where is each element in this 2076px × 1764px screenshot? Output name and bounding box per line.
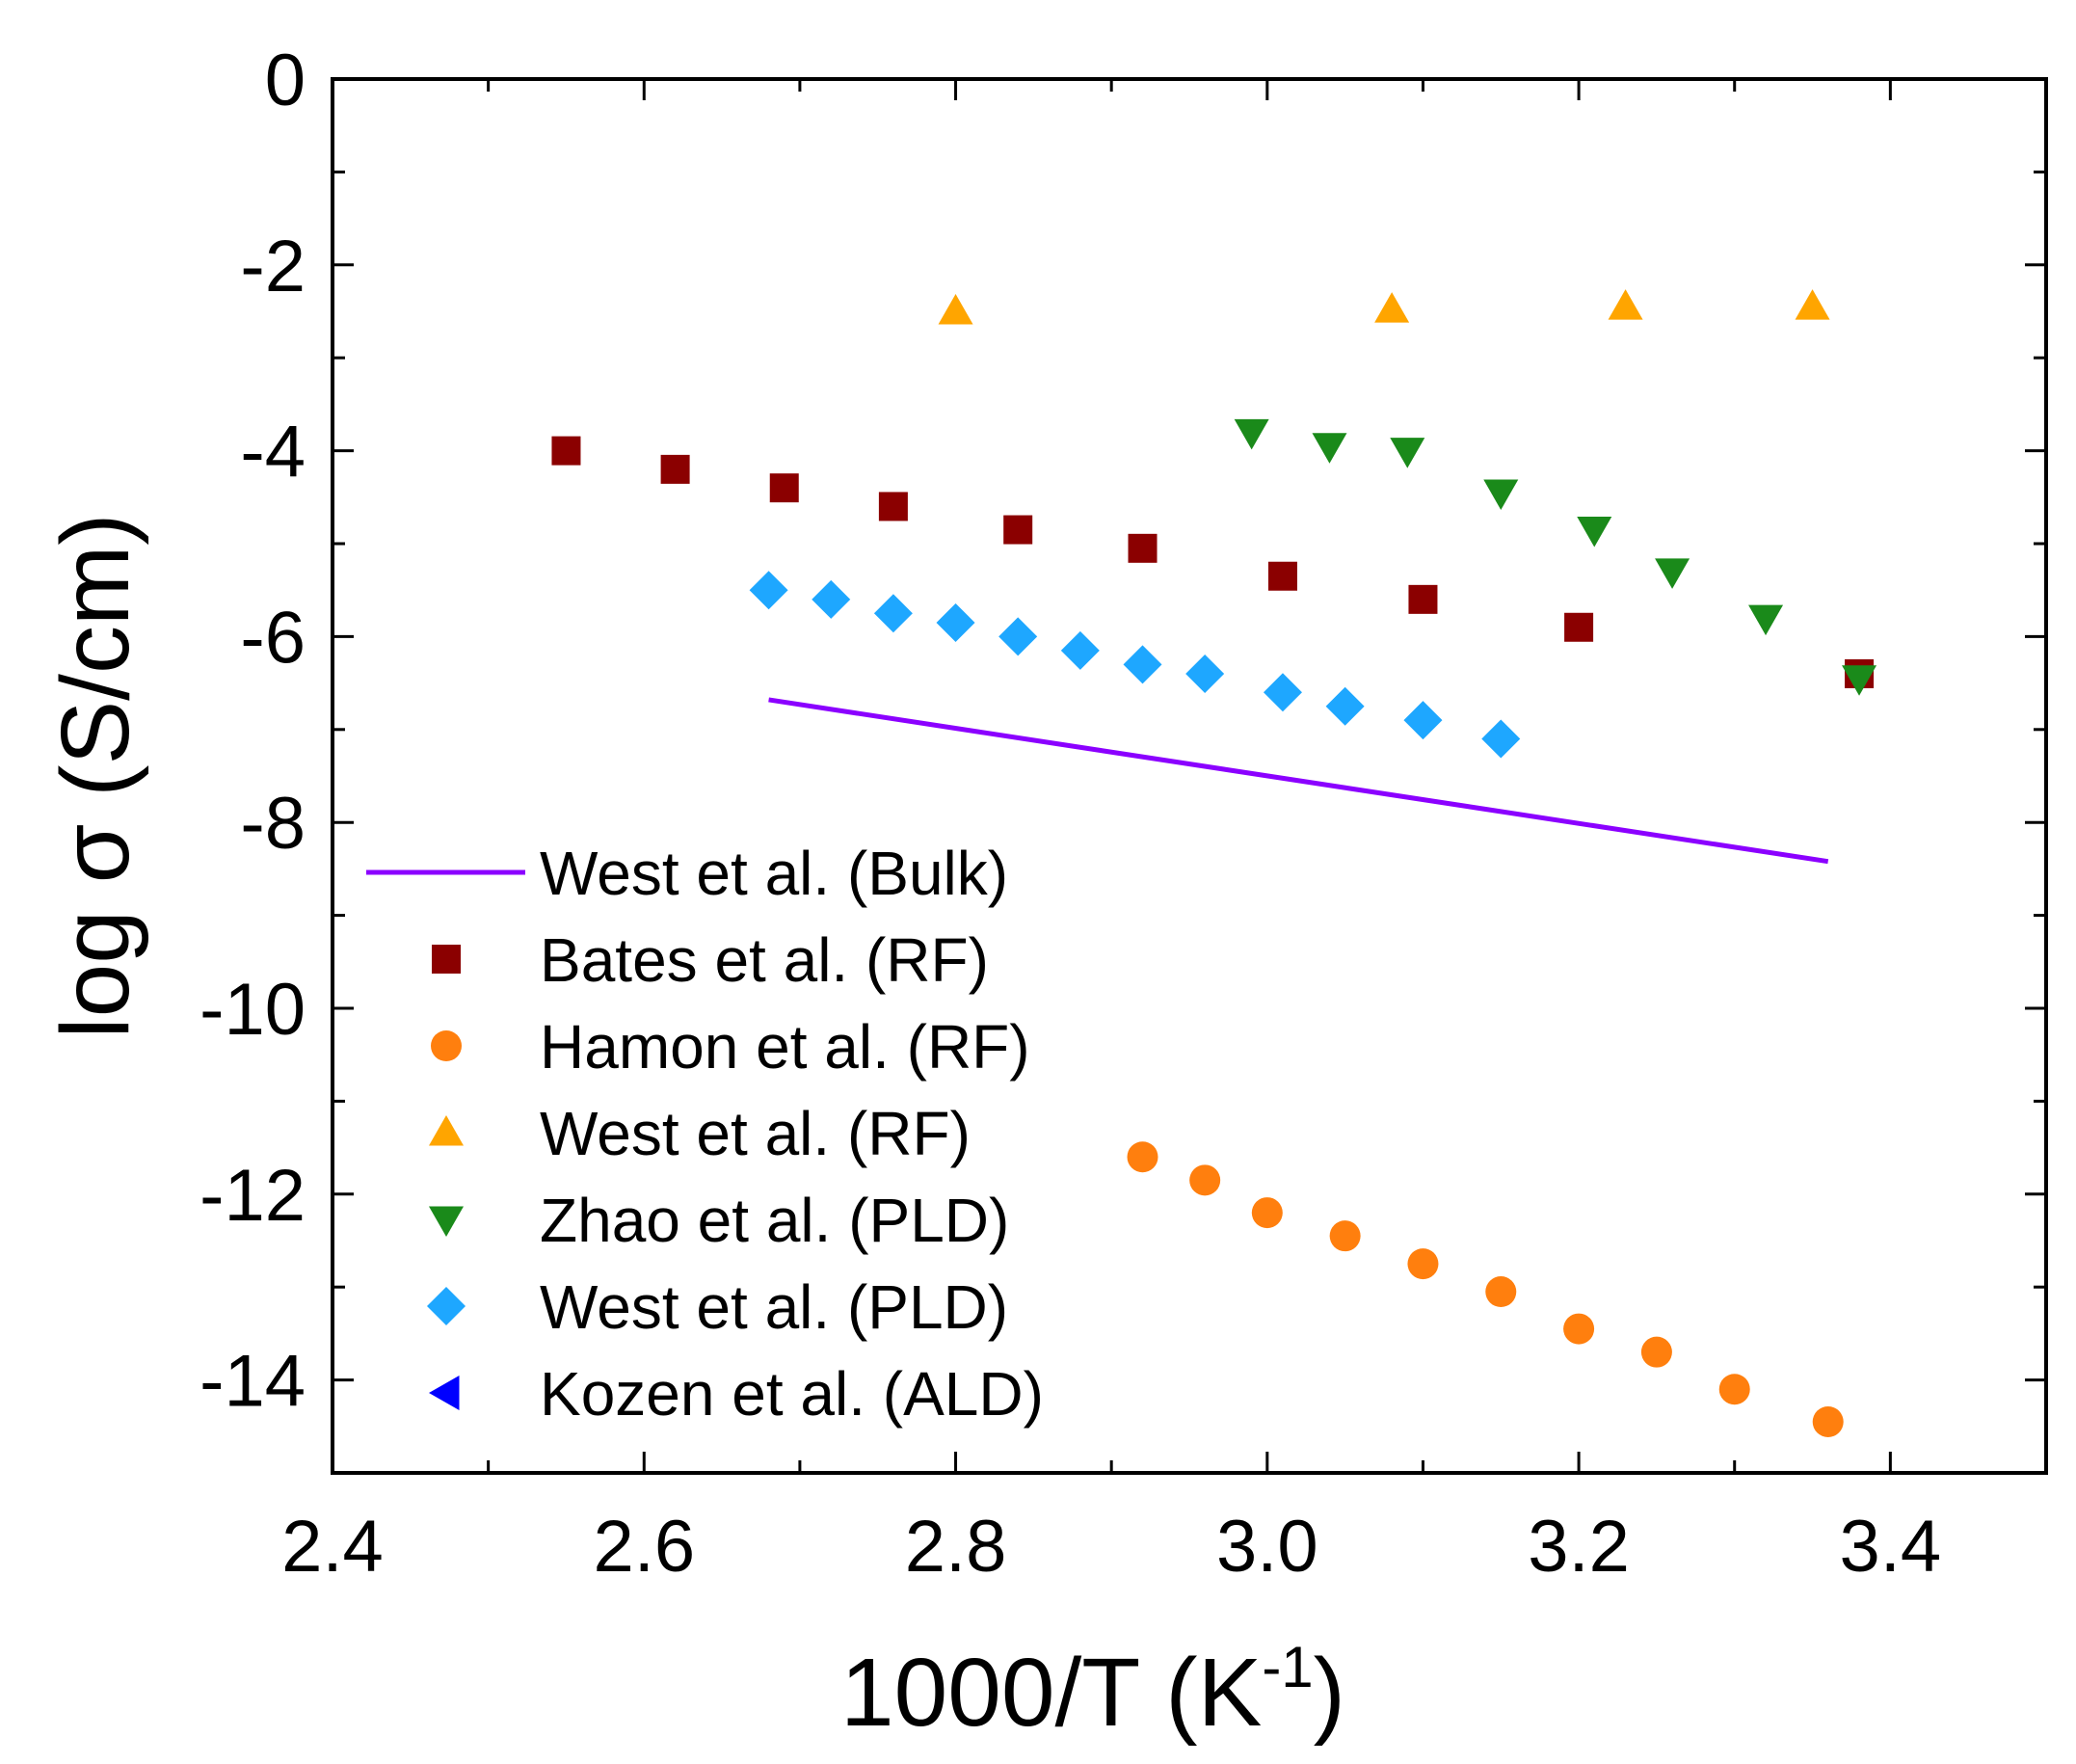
plot-content	[551, 289, 1877, 1437]
data-point	[1263, 673, 1302, 712]
series-line	[768, 697, 1829, 865]
data-point	[1312, 433, 1347, 464]
y-tick-label: -2	[240, 226, 306, 307]
legend-swatch	[427, 1287, 466, 1325]
y-tick-label: -14	[200, 1341, 306, 1423]
legend: West et al. (Bulk) Bates et al. (RF) Hamon…	[366, 839, 1044, 1429]
data-point	[1483, 479, 1519, 510]
data-point	[1564, 612, 1594, 642]
data-point	[1060, 630, 1100, 670]
data-point	[1640, 1336, 1672, 1368]
data-point	[660, 454, 690, 484]
data-point	[1481, 719, 1521, 759]
y-tick-label: -8	[240, 783, 306, 865]
data-point	[812, 579, 851, 619]
y-tick-label: 0	[265, 40, 306, 121]
data-point	[1748, 604, 1784, 636]
y-tick-label: -12	[200, 1155, 306, 1237]
data-point	[938, 294, 973, 325]
data-point	[1325, 686, 1365, 726]
data-point	[936, 602, 975, 642]
y-axis-title: log σ (S/cm)	[41, 513, 149, 1038]
x-tick-label: 3.0	[1216, 1506, 1318, 1588]
legend-swatch	[431, 1030, 462, 1061]
data-point	[878, 492, 908, 521]
tick-labels: 2.4 2.6 2.8 3.0 3.2 3.4 0 -2 -4 -6 -8 -10 -12 -14	[200, 40, 1941, 1588]
series-1	[551, 436, 1875, 688]
data-point	[1185, 654, 1225, 693]
data-point	[1842, 665, 1877, 696]
data-point	[1407, 1248, 1439, 1280]
data-point	[1408, 584, 1438, 614]
data-point	[1718, 1374, 1750, 1405]
data-point	[1563, 1313, 1595, 1345]
data-point	[1127, 1141, 1158, 1173]
x-tick-label: 3.2	[1528, 1506, 1630, 1588]
x-tick-label: 2.4	[281, 1506, 384, 1588]
x-axis-title: 1000/T (K-1)	[840, 1635, 1345, 1747]
data-point	[873, 594, 913, 633]
data-point	[1003, 515, 1033, 545]
x-axis-title-superscript: -1	[1262, 1635, 1313, 1699]
data-point	[1795, 289, 1830, 320]
data-point	[551, 436, 581, 466]
legend-label: West et al. (RF)	[540, 1099, 971, 1168]
y-tick-label: -6	[240, 597, 306, 679]
x-tick-label: 2.6	[593, 1506, 695, 1588]
legend-swatch	[429, 1376, 460, 1410]
data-point	[1812, 1405, 1844, 1437]
data-point	[749, 571, 788, 610]
legend-label: Zhao et al. (PLD)	[540, 1186, 1009, 1255]
x-axis-title-close: )	[1314, 1639, 1345, 1747]
legend-swatch	[432, 945, 461, 974]
series-5	[749, 571, 1521, 759]
data-point	[1329, 1220, 1361, 1252]
x-tick-label: 3.4	[1840, 1506, 1942, 1588]
data-point	[1189, 1164, 1221, 1196]
legend-swatch	[429, 1115, 464, 1146]
legend-swatch	[429, 1206, 464, 1237]
data-point	[998, 617, 1038, 656]
data-point	[1577, 517, 1612, 548]
data-point	[1608, 289, 1643, 320]
series-0	[768, 697, 1829, 865]
data-point	[1267, 561, 1297, 591]
data-point	[1390, 438, 1425, 468]
legend-label: Bates et al. (RF)	[540, 925, 989, 995]
data-point	[1403, 701, 1443, 740]
data-point	[1374, 292, 1410, 323]
legend-label: West et al. (PLD)	[540, 1272, 1008, 1342]
series-3	[938, 289, 1830, 325]
series-4	[1234, 418, 1877, 696]
data-point	[1234, 418, 1269, 450]
data-point	[1123, 645, 1162, 684]
x-axis-title-main: 1000/T (K	[840, 1639, 1262, 1747]
data-point	[1655, 558, 1690, 589]
data-point	[1251, 1197, 1283, 1229]
y-tick-label: -4	[240, 412, 306, 494]
legend-label: West et al. (Bulk)	[540, 839, 1008, 908]
plot-frame	[331, 77, 2048, 1475]
legend-label: Hamon et al. (RF)	[540, 1012, 1030, 1082]
data-point	[1128, 533, 1158, 563]
data-point	[769, 473, 799, 503]
y-tick-label: -10	[200, 969, 306, 1051]
series-2	[1127, 1141, 1844, 1437]
x-tick-label: 2.8	[905, 1506, 1007, 1588]
legend-label: Kozen et al. (ALD)	[540, 1359, 1044, 1429]
data-point	[1485, 1276, 1517, 1308]
